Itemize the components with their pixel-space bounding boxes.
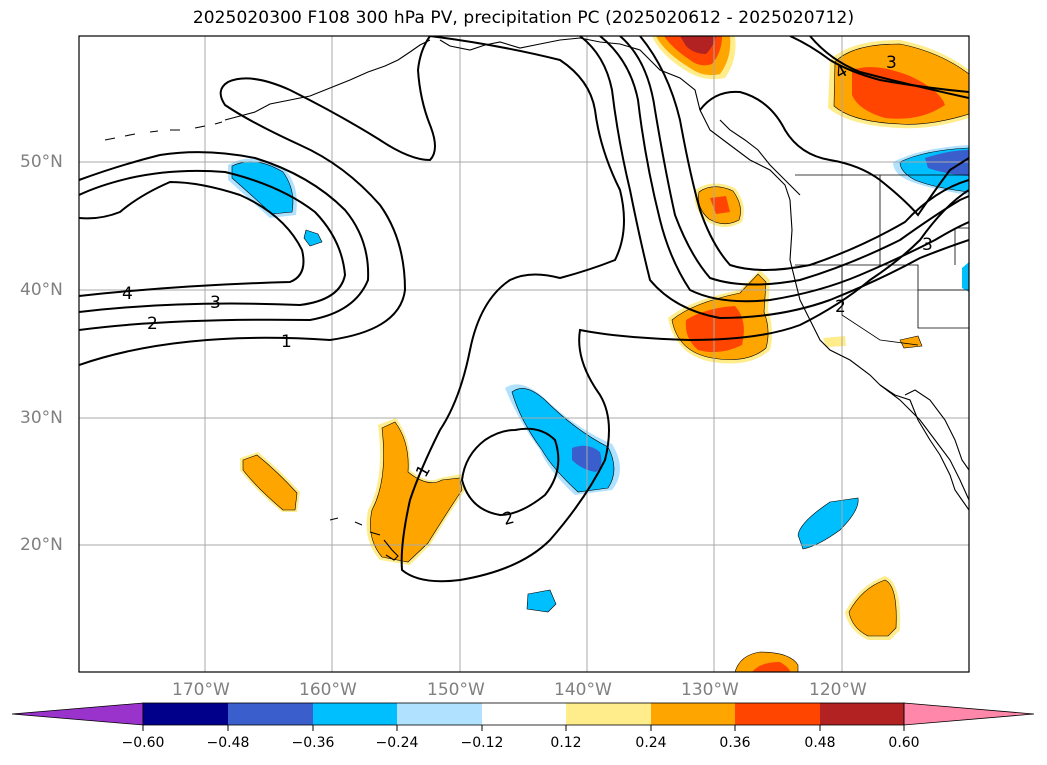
precip-neg-blob-se xyxy=(797,497,859,550)
pv-contours xyxy=(79,36,969,583)
colorbar-tick-label: 0.36 xyxy=(719,735,751,751)
pv-contour-label: 3 xyxy=(886,53,897,73)
pv-contour-3-west xyxy=(79,169,347,313)
colorbar-tick-label: −0.12 xyxy=(460,735,504,751)
colorbar-segment xyxy=(313,703,397,725)
precip-neg-blob-small-aleutian xyxy=(303,229,323,247)
precip-neg-blob-ne-inner xyxy=(925,150,969,176)
pv-contour-ridge xyxy=(699,90,969,217)
precip-pos-blob-bc-coast-red xyxy=(710,196,730,214)
colorbar-tick-label: 0.24 xyxy=(635,735,667,751)
precip-neg-blob-south xyxy=(526,589,557,613)
national-borders xyxy=(795,174,969,346)
colorbar-segment xyxy=(820,703,904,725)
coastline-alaska-peninsula xyxy=(224,39,431,121)
colorbar-segment xyxy=(735,703,820,725)
colorbar-tick-label: 0.60 xyxy=(888,735,920,751)
lon-label-140w: 140°W xyxy=(554,680,612,700)
colorbar-segment xyxy=(397,703,482,725)
colorbar-segment xyxy=(143,703,228,725)
colorbar-tick-label: −0.60 xyxy=(121,735,165,751)
coastline-aleutian-islands xyxy=(104,121,223,141)
precip-pos-blob-gulf-alaska-dark xyxy=(680,36,716,54)
colorbar-tick-label: −0.36 xyxy=(291,735,335,751)
coastline-alaska-south xyxy=(439,37,969,501)
pv-contour-2-central xyxy=(460,427,560,517)
precip-pos-blob-az xyxy=(899,335,923,349)
lon-label-170w: 170°W xyxy=(172,680,230,700)
pv-contour-4-east xyxy=(619,36,969,286)
pv-contour-3-east xyxy=(599,36,969,303)
lat-label-50n: 50°N xyxy=(20,152,63,172)
map-title: 2025020300 F108 300 hPa PV, precipitatio… xyxy=(192,8,855,28)
coastline-gulf-california xyxy=(904,389,969,471)
colorbar-extend-max xyxy=(903,702,1035,726)
graticule xyxy=(79,36,969,672)
map-plot-area: 4 3 2 1 1 2 2 3 3 4 xyxy=(79,36,969,672)
colorbar-tick-label: −0.48 xyxy=(206,735,250,751)
colorbar-tick-marks xyxy=(142,725,905,731)
border-states-1 xyxy=(795,175,969,329)
pv-contour-5-east xyxy=(639,36,969,271)
precip-pos-blob-baja-core xyxy=(848,579,897,637)
colorbar-extend-min xyxy=(11,702,144,726)
precip-pos-blob-south-red xyxy=(752,662,790,672)
lon-label-130w: 130°W xyxy=(681,680,739,700)
pv-contour-label: 2 xyxy=(147,314,158,334)
colorbar-segment xyxy=(482,703,566,725)
colorbar-segment xyxy=(228,703,313,725)
map-frame xyxy=(78,35,970,673)
coastlines xyxy=(104,37,969,561)
lat-label-40n: 40°N xyxy=(20,280,63,300)
pv-contour-4-west xyxy=(79,180,305,297)
border-states-3 xyxy=(841,265,919,346)
precip-pos-blob-west-core xyxy=(242,454,298,511)
pv-contour-1 xyxy=(79,36,436,366)
colorbar-outline xyxy=(142,702,905,726)
pv-contour-label: 3 xyxy=(922,235,933,255)
pv-contour-ne-4 xyxy=(789,36,969,93)
pv-contour-1-central xyxy=(400,36,969,583)
coastline-hawaii xyxy=(329,517,399,561)
coastline-baja xyxy=(879,384,969,511)
lat-label-20n: 20°N xyxy=(20,535,63,555)
pv-contour-label: 2 xyxy=(501,508,517,530)
colorbar-tick-label: 0.12 xyxy=(550,735,582,751)
lon-label-160w: 160°W xyxy=(299,680,357,700)
colorbar xyxy=(11,702,1035,731)
pv-contour-label: 1 xyxy=(281,332,292,352)
coastline-bc-islands xyxy=(719,119,801,196)
colorbar-segment xyxy=(651,703,735,725)
precip-anomaly-shading xyxy=(228,36,969,672)
pv-contour-ne-3 xyxy=(809,36,969,99)
lat-label-30n: 30°N xyxy=(20,408,63,428)
colorbar-tick-label: 0.48 xyxy=(804,735,836,751)
lon-label-150w: 150°W xyxy=(427,680,485,700)
precip-pos-blob-sd xyxy=(823,336,846,347)
pv-contour-2-east xyxy=(579,36,969,320)
pv-contour-label: 2 xyxy=(835,297,846,317)
colorbar-tick-label: −0.24 xyxy=(375,735,419,751)
pv-contour-label: 3 xyxy=(210,293,221,313)
precip-pos-blob-ne-red xyxy=(852,67,945,119)
precip-pos-blob-hawaii-core xyxy=(370,421,463,563)
lon-label-120w: 120°W xyxy=(809,680,867,700)
colorbar-segment xyxy=(566,703,651,725)
precip-neg-blob-far-east xyxy=(962,262,969,292)
pv-contour-2-west xyxy=(79,151,370,331)
pv-contour-label: 4 xyxy=(122,284,133,304)
